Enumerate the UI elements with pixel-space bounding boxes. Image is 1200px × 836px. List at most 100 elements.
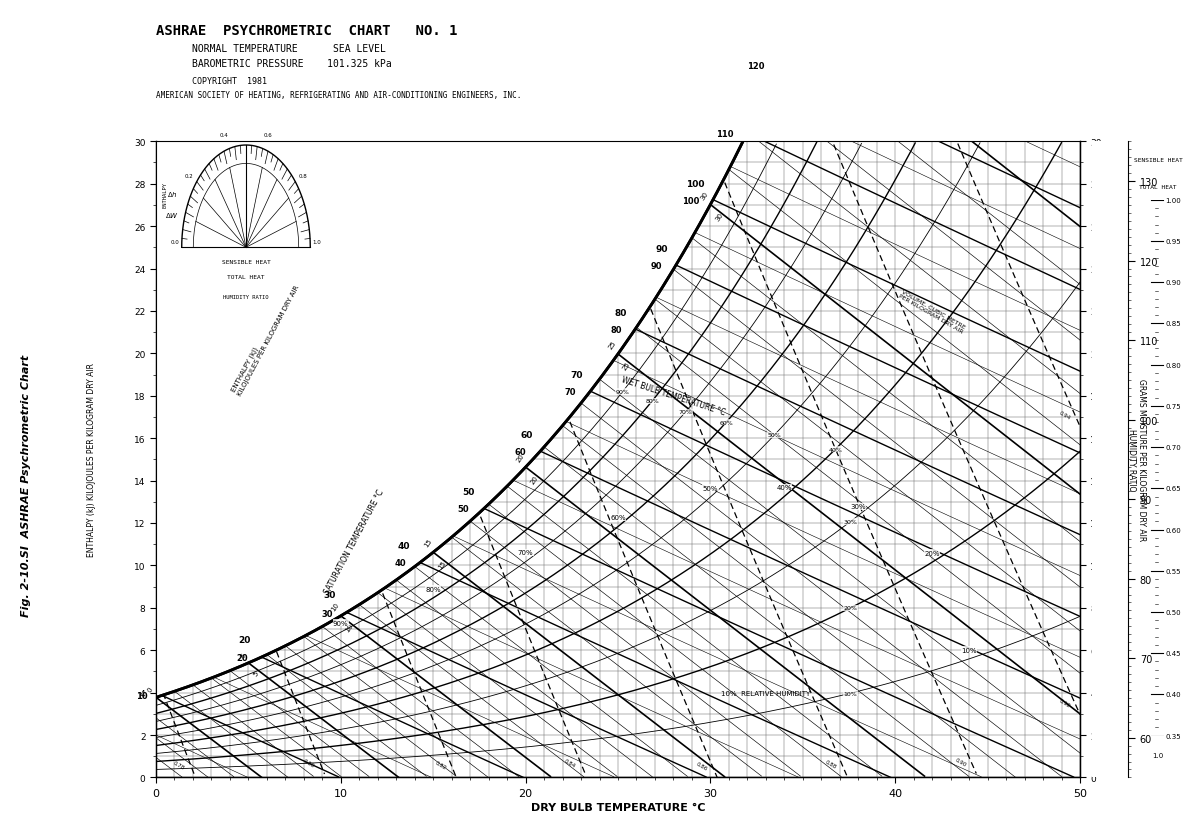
Text: 20%: 20% [924, 550, 940, 556]
Text: 100: 100 [682, 196, 700, 206]
Text: 0.60: 0.60 [1165, 527, 1181, 533]
Text: 0.90: 0.90 [954, 757, 967, 767]
Text: 20%: 20% [844, 606, 857, 611]
Text: 0.65: 0.65 [1165, 486, 1181, 492]
Text: 0.6: 0.6 [264, 133, 272, 138]
Text: 20: 20 [515, 452, 526, 463]
Text: SATURATION TEMPERATURE °C: SATURATION TEMPERATURE °C [323, 487, 385, 595]
Text: 90: 90 [650, 262, 662, 271]
Text: 1.0: 1.0 [312, 240, 322, 245]
Text: 25: 25 [622, 361, 631, 371]
Text: $\Delta h$: $\Delta h$ [167, 190, 178, 199]
Text: 30: 30 [324, 590, 336, 599]
Text: 10: 10 [330, 601, 341, 612]
Text: 40: 40 [395, 558, 407, 568]
Text: 70: 70 [570, 371, 582, 380]
Text: 0.80: 0.80 [302, 757, 316, 767]
Text: 70%: 70% [679, 410, 692, 415]
Text: 0.75: 0.75 [1165, 404, 1181, 410]
Text: 0.94: 0.94 [1057, 410, 1070, 421]
Text: 0.88: 0.88 [824, 758, 838, 769]
Text: Fig. 2-10.SI  ASHRAE Psychrometric Chart: Fig. 2-10.SI ASHRAE Psychrometric Chart [22, 354, 31, 616]
Text: 30: 30 [322, 609, 334, 618]
Text: 0.8: 0.8 [299, 174, 307, 179]
Text: 0.85: 0.85 [1165, 321, 1181, 327]
Text: 10%  RELATIVE HUMIDITY: 10% RELATIVE HUMIDITY [721, 690, 810, 696]
Text: 0.70: 0.70 [1165, 445, 1181, 451]
Y-axis label: GRAMS MOISTURE PER KILOGRAM DRY AIR
HUMIDITY RATIO: GRAMS MOISTURE PER KILOGRAM DRY AIR HUMI… [1127, 379, 1146, 541]
Text: 30: 30 [700, 191, 710, 201]
Text: $\Delta W$: $\Delta W$ [166, 211, 179, 219]
Text: 90%: 90% [332, 620, 349, 626]
Text: 0.40: 0.40 [1165, 691, 1181, 697]
Text: 80: 80 [614, 308, 626, 318]
Text: 0.50: 0.50 [1165, 609, 1181, 615]
Text: 0: 0 [146, 686, 155, 693]
Text: 0.82: 0.82 [433, 760, 446, 770]
Text: 110: 110 [716, 130, 733, 139]
Text: 80%: 80% [646, 399, 659, 404]
Text: BAROMETRIC PRESSURE    101.325 kPa: BAROMETRIC PRESSURE 101.325 kPa [192, 59, 391, 69]
Text: 70: 70 [565, 388, 576, 396]
Text: 5: 5 [252, 670, 259, 676]
Text: SENSIBLE HEAT: SENSIBLE HEAT [222, 259, 270, 264]
Text: 0.90: 0.90 [1165, 280, 1181, 286]
Text: 0.78: 0.78 [173, 759, 186, 770]
Text: 0.35: 0.35 [1165, 732, 1181, 739]
Text: 50%: 50% [703, 485, 718, 491]
Text: 50%: 50% [768, 433, 781, 438]
Text: 15: 15 [437, 559, 446, 569]
Text: 80: 80 [610, 326, 622, 334]
Text: 50: 50 [462, 487, 475, 497]
Text: 90: 90 [655, 245, 667, 254]
Text: HUMIDITY RATIO: HUMIDITY RATIO [223, 295, 269, 300]
Text: 10%: 10% [844, 691, 857, 696]
Text: 0.80: 0.80 [1165, 362, 1181, 369]
X-axis label: DRY BULB TEMPERATURE °C: DRY BULB TEMPERATURE °C [530, 802, 706, 812]
Text: 5: 5 [239, 652, 246, 659]
Text: 50: 50 [457, 504, 469, 513]
Text: 100: 100 [686, 180, 704, 189]
Text: 60: 60 [520, 431, 533, 440]
Text: ASHRAE  PSYCHROMETRIC  CHART   NO. 1: ASHRAE PSYCHROMETRIC CHART NO. 1 [156, 24, 457, 38]
Text: ENTHALPY (kJ)
KILOJOULES PER KILOGRAM DRY AIR: ENTHALPY (kJ) KILOJOULES PER KILOGRAM DR… [230, 280, 300, 396]
Text: 40%: 40% [829, 447, 842, 452]
Text: 0.2: 0.2 [185, 174, 193, 179]
Text: WET BULB TEMPERATURE °C: WET BULB TEMPERATURE °C [620, 375, 726, 417]
Text: 0.0: 0.0 [170, 240, 180, 245]
Text: 70%: 70% [517, 550, 534, 556]
Text: 25: 25 [607, 339, 618, 350]
Text: 60%: 60% [610, 515, 626, 521]
Text: 0.92: 0.92 [1057, 698, 1070, 708]
Text: COPYRIGHT  1981: COPYRIGHT 1981 [192, 77, 266, 85]
Text: 15: 15 [422, 538, 433, 548]
Text: 20: 20 [236, 653, 247, 662]
Text: 40: 40 [397, 541, 410, 550]
Text: TOTAL HEAT: TOTAL HEAT [227, 275, 265, 280]
Text: 10: 10 [344, 623, 354, 633]
Text: 1.00: 1.00 [1165, 197, 1181, 204]
Text: ENTHALPY (kJ) KILOJOULES PER KILOGRAM DRY AIR: ENTHALPY (kJ) KILOJOULES PER KILOGRAM DR… [86, 363, 96, 557]
Text: ENTHALPY: ENTHALPY [162, 182, 168, 208]
Text: TOTAL HEAT: TOTAL HEAT [1139, 185, 1177, 190]
Text: 1.0: 1.0 [1152, 752, 1164, 758]
Text: 10: 10 [136, 691, 148, 700]
Text: 0.4: 0.4 [220, 133, 228, 138]
Polygon shape [64, 0, 752, 726]
Text: 0.45: 0.45 [1165, 650, 1181, 656]
Text: 30%: 30% [851, 503, 866, 509]
Text: 0.84: 0.84 [563, 758, 576, 768]
Text: NORMAL TEMPERATURE      SEA LEVEL: NORMAL TEMPERATURE SEA LEVEL [192, 43, 386, 54]
Text: 30: 30 [714, 212, 724, 222]
Text: 10%: 10% [961, 647, 977, 653]
Text: 0.95: 0.95 [1165, 239, 1181, 245]
Text: VOLUME, CUBIC METRE
PER KILOGRAM DRY AIR: VOLUME, CUBIC METRE PER KILOGRAM DRY AIR [898, 288, 967, 334]
Text: 20: 20 [529, 474, 539, 485]
Text: 0.86: 0.86 [695, 761, 708, 771]
Text: 90%: 90% [616, 390, 630, 395]
Text: AMERICAN SOCIETY OF HEATING, REFRIGERATING AND AIR-CONDITIONING ENGINEERS, INC.: AMERICAN SOCIETY OF HEATING, REFRIGERATI… [156, 91, 521, 99]
Text: 0.55: 0.55 [1165, 568, 1181, 574]
Text: 120: 120 [746, 62, 764, 71]
Text: SENSIBLE HEAT: SENSIBLE HEAT [1134, 158, 1182, 163]
Text: 30%: 30% [844, 519, 857, 524]
